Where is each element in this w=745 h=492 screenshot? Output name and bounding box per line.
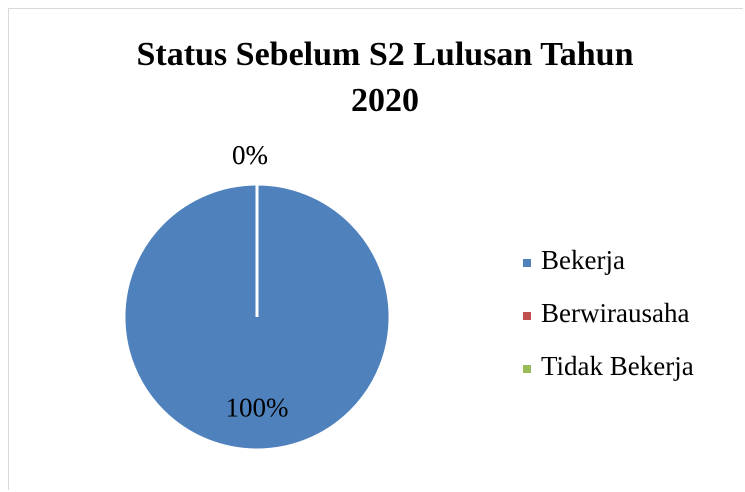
data-label: 0% — [232, 140, 268, 170]
legend-label: Berwirausaha — [541, 298, 689, 328]
data-label: 100% — [226, 392, 289, 422]
legend-label: Bekerja — [541, 245, 625, 275]
legend-swatch — [523, 312, 531, 320]
legend-label: Tidak Bekerja — [541, 351, 694, 381]
chart-frame — [8, 8, 743, 490]
data-label: 0% — [232, 140, 268, 170]
legend-swatch — [523, 365, 531, 373]
chart-title: Status Sebelum S2 Lulusan Tahun 2020 — [136, 36, 634, 119]
legend-swatch — [523, 259, 531, 267]
